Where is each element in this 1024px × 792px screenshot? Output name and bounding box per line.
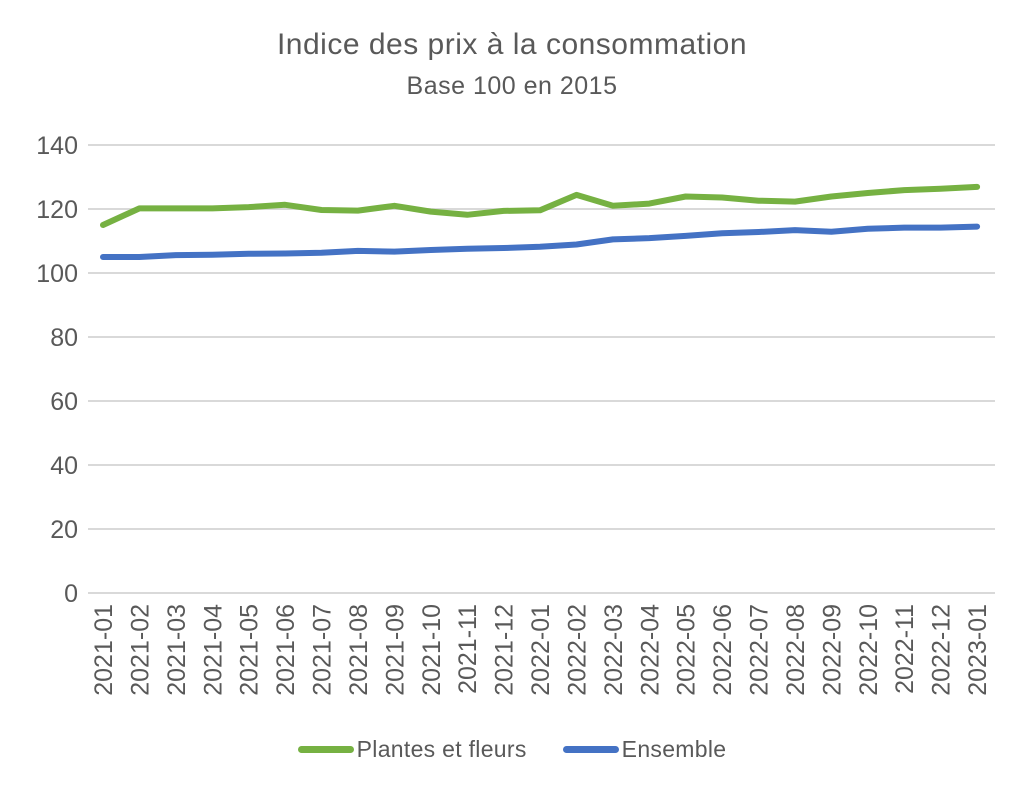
x-axis-tick-label: 2021-06 [272,604,300,696]
y-axis-tick-label: 0 [64,580,78,608]
x-axis-tick-label: 2021-09 [381,604,409,696]
series-line-ensemble [100,223,981,260]
legend: Plantes et fleurs Ensemble [0,736,1024,763]
x-axis-tick-label: 2022-04 [636,604,664,696]
x-axis-tick-label: 2022-05 [673,604,701,696]
y-axis-tick-label: 120 [36,196,78,224]
y-axis-tick-label: 140 [36,132,78,160]
legend-item-plantes-et-fleurs: Plantes et fleurs [297,736,527,763]
x-axis-tick-label: 2022-03 [600,604,628,696]
x-axis-tick-label: 2022-10 [855,604,883,696]
x-axis-tick-label: 2021-10 [418,604,446,696]
chart-title: Indice des prix à la consommation [276,28,748,61]
series-line-plantes-et-fleurs [100,183,981,228]
legend-swatch-plantes-et-fleurs [297,746,354,753]
y-axis-tick-label: 100 [36,260,78,288]
legend-label-ensemble: Ensemble [621,736,727,762]
x-axis-tick-label: 2022-08 [782,604,810,696]
x-axis-tick-label: 2021-12 [491,604,519,696]
x-axis-tick-label: 2022-12 [928,604,956,696]
x-axis-tick-label: 2021-07 [309,604,337,696]
x-axis-tick-label: 2022-07 [746,604,774,696]
x-axis-tick-label: 2023-01 [964,604,992,696]
y-axis-tick-label: 80 [50,324,78,352]
x-axis-tick-label: 2022-09 [818,604,846,696]
legend-swatch-ensemble [562,746,619,753]
x-axis-tick-label: 2021-01 [90,604,118,696]
x-axis-tick-label: 2022-11 [891,604,919,694]
x-axis-tick-label: 2022-01 [527,604,555,696]
y-axis-tick-label: 40 [50,452,78,480]
x-axis-tick-label: 2021-04 [199,604,227,696]
x-axis-tick-label: 2021-03 [163,604,191,696]
x-axis-tick-label: 2021-02 [126,604,154,696]
legend-label-plantes-et-fleurs: Plantes et fleurs [356,736,527,762]
x-axis-tick-label: 2022-06 [709,604,737,696]
y-axis-tick-label: 20 [50,516,78,544]
x-axis-tick-label: 2021-05 [236,604,264,696]
y-axis-tick-label: 60 [50,388,78,416]
x-axis-tick-label: 2022-02 [564,604,592,696]
x-axis-tick-label: 2021-11 [454,604,482,694]
chart-subtitle: Base 100 en 2015 [406,72,618,100]
legend-item-ensemble: Ensemble [562,736,727,763]
x-axis-tick-label: 2021-08 [345,604,373,696]
